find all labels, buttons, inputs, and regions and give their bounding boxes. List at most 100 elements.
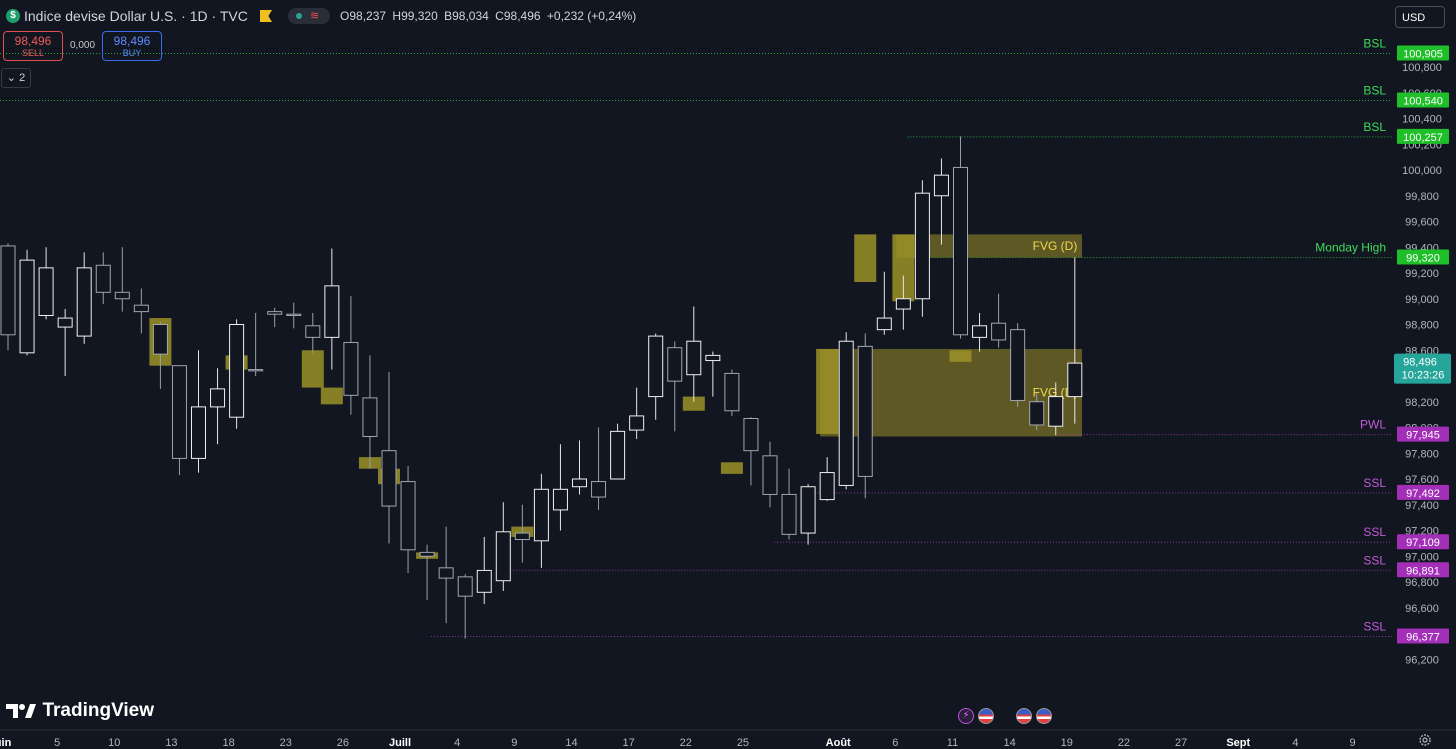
gear-icon[interactable]	[1418, 733, 1432, 747]
fvg-candle-highlight	[720, 462, 743, 474]
level-label: Monday High	[1315, 241, 1386, 255]
ohlc-close-key: C	[495, 9, 504, 23]
chart-header: $ Indice devise Dollar U.S. · 1D · TVC ≋…	[0, 0, 1390, 32]
candle-body	[229, 324, 245, 418]
x-tick-label: 10	[108, 737, 120, 749]
fvg-candle-highlight	[816, 348, 839, 434]
fvg-candle-highlight	[320, 387, 343, 405]
candle-body	[1048, 396, 1064, 427]
sell-label: SELL	[21, 48, 45, 58]
x-tick-label: 26	[337, 737, 349, 749]
candle-body	[38, 267, 54, 316]
candle-body	[171, 365, 187, 459]
fvg-zone-label: FVG (D)	[1033, 386, 1078, 400]
candle-body	[1029, 401, 1045, 426]
level-label: BSL	[1363, 120, 1386, 134]
level-label: PWL	[1360, 418, 1386, 432]
us-flag-icon[interactable]	[978, 708, 994, 724]
candle-body	[152, 324, 168, 355]
level-price-tag	[1397, 45, 1449, 61]
x-tick-label: 11	[947, 737, 958, 749]
candle-body	[552, 488, 568, 511]
x-tick-label: 18	[222, 737, 234, 749]
candle-body	[610, 430, 626, 480]
level-label: BSL	[1363, 83, 1386, 97]
candle-body	[476, 569, 492, 593]
candle-body	[114, 291, 130, 300]
x-tick-label: 9	[511, 737, 517, 749]
x-tick-label: 4	[1292, 737, 1298, 749]
y-tick-label: 99,800	[1405, 191, 1439, 203]
sell-button[interactable]: 98,496 SELL	[3, 31, 63, 61]
candle-body	[800, 486, 816, 534]
candle-body	[819, 472, 835, 501]
candle-body	[972, 325, 988, 338]
candle-body	[876, 317, 892, 331]
x-tick-label: 27	[1175, 737, 1187, 749]
level-price-tag	[1397, 534, 1449, 550]
level-price-tag-label: 97,109	[1406, 537, 1440, 549]
buy-button[interactable]: 98,496 BUY	[102, 31, 162, 61]
chevron-down-icon: ⌄	[6, 72, 17, 84]
data-feed-wave-icon: ≋	[310, 10, 320, 22]
candle-body	[705, 354, 721, 362]
us-flag-icon[interactable]	[1016, 708, 1032, 724]
x-tick-label: 4	[454, 737, 460, 749]
candle-body	[248, 369, 264, 372]
x-tick-label: 13	[165, 737, 177, 749]
level-price-tag-label: 97,492	[1406, 488, 1440, 500]
candle-body	[667, 347, 683, 382]
symbol-title[interactable]: Indice devise Dollar U.S. · 1D · TVC	[24, 8, 248, 24]
x-tick-label: 5	[54, 737, 60, 749]
ohlc-low-key: B	[444, 9, 453, 23]
y-tick-label: 99,200	[1405, 268, 1439, 280]
x-tick-label: 14	[565, 737, 577, 749]
candle-body	[210, 388, 226, 408]
level-price-tag	[1397, 92, 1449, 108]
us-flag-icon[interactable]	[1036, 708, 1052, 724]
ohlc-close-value: 98,496	[503, 9, 541, 23]
candle-body	[781, 493, 797, 535]
y-tick-label: 100,800	[1402, 62, 1442, 74]
x-tick-label: Juin	[0, 737, 12, 749]
ohlc-low-value: 98,034	[452, 9, 489, 23]
y-tick-label: 100,000	[1402, 165, 1442, 177]
candle-body	[362, 397, 378, 438]
candle-body	[267, 311, 283, 315]
ohlc-high-value: 99,320	[401, 9, 438, 23]
indicators-toggle-button[interactable]: ⌄ 2	[1, 68, 31, 88]
level-price-tag	[1397, 484, 1449, 500]
currency-select[interactable]: USD	[1395, 6, 1445, 28]
level-price-tag-label: 96,377	[1406, 631, 1440, 643]
y-tick-label: 99,600	[1405, 217, 1439, 229]
x-tick-label: Sept	[1226, 737, 1250, 749]
indicators-count: 2	[19, 72, 26, 84]
fvg-candle-highlight	[301, 350, 324, 388]
candle-body	[57, 317, 73, 328]
candle-body	[381, 450, 397, 507]
candle-body	[838, 340, 854, 486]
candle-body	[953, 166, 968, 336]
x-tick-label: Juill	[389, 737, 411, 749]
tradingview-logo[interactable]: TradingView	[6, 700, 154, 724]
x-tick-label: Août	[826, 737, 851, 749]
level-label: SSL	[1363, 476, 1386, 490]
flag-marker-icon[interactable]	[260, 10, 272, 22]
y-tick-label: 97,400	[1405, 500, 1439, 512]
level-price-tag	[1397, 426, 1449, 442]
market-status-pill[interactable]: ≋	[288, 8, 330, 24]
y-tick-label: 98,200	[1405, 397, 1439, 409]
level-price-tag-label: 100,257	[1403, 132, 1443, 144]
candle-body	[933, 174, 949, 197]
candle-body	[533, 488, 549, 542]
candle-body	[686, 340, 702, 376]
ohlc-change: +0,232 (+0,24%)	[546, 9, 637, 23]
candle-body	[305, 325, 321, 338]
level-label: SSL	[1363, 525, 1386, 539]
candle-body	[1010, 329, 1026, 401]
flash-icon[interactable]: ⚡	[958, 708, 974, 724]
level-label: SSL	[1363, 553, 1386, 567]
candle-body	[76, 267, 92, 337]
x-tick-label: 22	[680, 737, 692, 749]
